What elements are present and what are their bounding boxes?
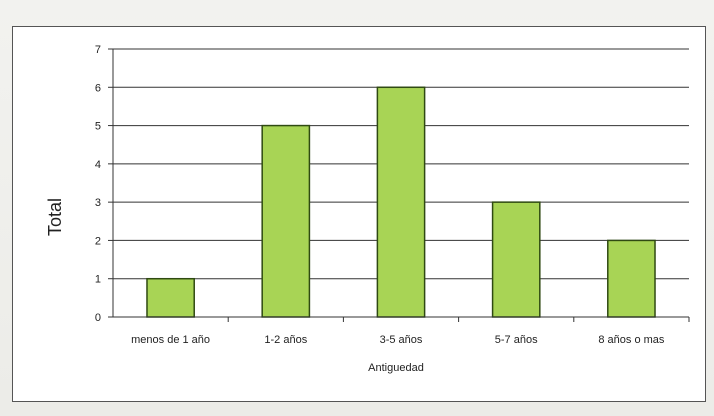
bar [146, 277, 195, 318]
bars [146, 86, 656, 318]
x-category-label: menos de 1 año [131, 334, 210, 346]
x-category-label: 5-7 años [495, 334, 538, 346]
y-tick-label: 1 [95, 274, 101, 286]
bar [261, 124, 311, 318]
y-axis-title: Total [45, 198, 65, 236]
chart-frame: 0 1 2 3 4 5 6 7 menos de 1 año 1-2 años 3-5 años 5… [12, 26, 706, 402]
y-tick-label: 6 [95, 82, 101, 94]
x-category-labels: menos de 1 año 1-2 años 3-5 años 5-7 años 8 … [131, 334, 665, 346]
x-category-label: 3-5 años [380, 334, 423, 346]
x-category-label: 1-2 años [264, 334, 307, 346]
y-tick-labels: 0 1 2 3 4 5 6 7 [95, 44, 101, 324]
y-tick-label: 0 [95, 312, 101, 324]
y-tick-label: 2 [95, 235, 101, 247]
y-tick-label: 3 [95, 197, 101, 209]
y-tick-label: 7 [95, 44, 101, 56]
x-axis-title: Antiguedad [368, 362, 424, 374]
x-category-label: 8 años o mas [598, 334, 665, 346]
y-tick-label: 4 [95, 159, 101, 171]
bar [607, 239, 656, 318]
bar [376, 86, 426, 318]
axes [108, 48, 690, 322]
y-tick-label: 5 [95, 121, 101, 133]
bar-chart: 0 1 2 3 4 5 6 7 menos de 1 año 1-2 años 3-5 años 5… [45, 44, 690, 374]
bar [491, 201, 541, 318]
